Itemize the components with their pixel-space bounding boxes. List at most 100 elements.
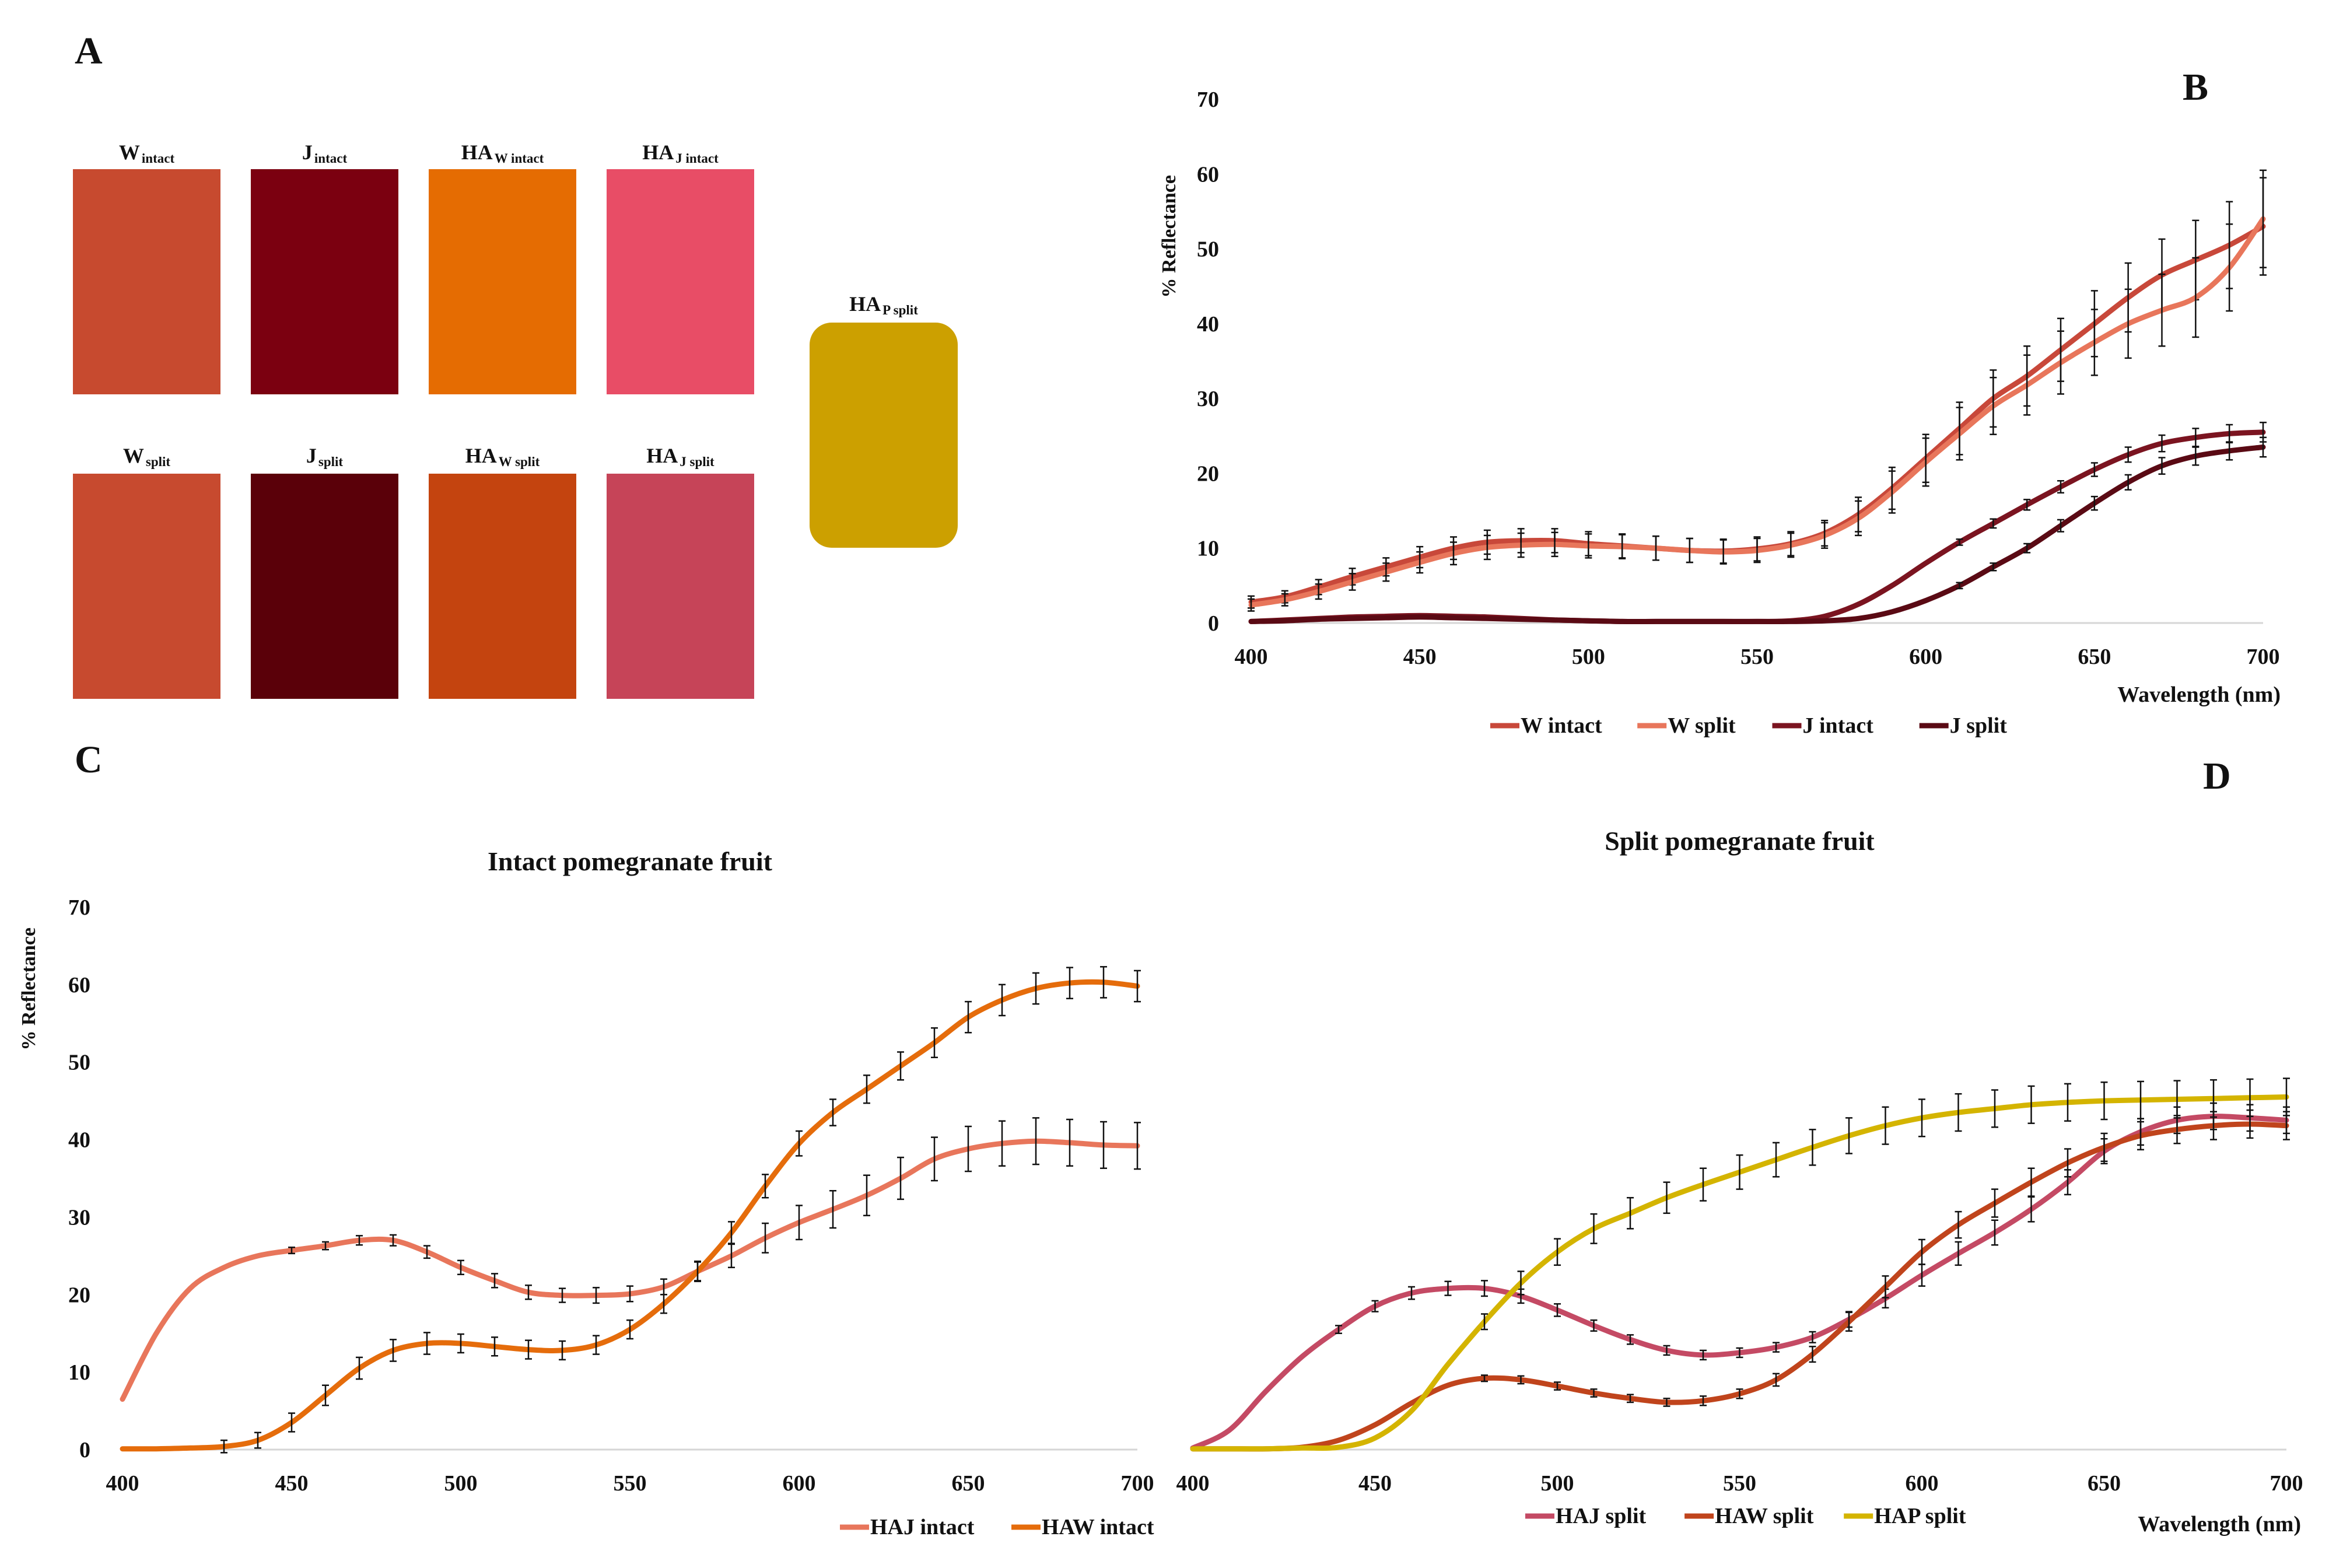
chart-title: Split pomegranate fruit (1605, 826, 1875, 856)
y-tick-label: 0 (1208, 611, 1219, 636)
swatch-label-base: J (302, 141, 313, 164)
series-line (1248, 429, 2266, 624)
series-line (1248, 216, 2266, 608)
legend-item: HAP split (1844, 1504, 1966, 1528)
color-swatch (810, 323, 958, 548)
y-tick-label: 30 (68, 1205, 90, 1230)
swatch-label-subscript: split (318, 454, 344, 469)
x-tick-label: 650 (2088, 1471, 2121, 1496)
legend-item: HAW split (1684, 1504, 1814, 1528)
swatch-label-subscript: W split (498, 454, 540, 469)
legend-item: HAJ split (1525, 1504, 1647, 1528)
y-tick-label: 70 (1197, 88, 1219, 112)
color-swatch (73, 474, 220, 699)
x-tick-label: 500 (444, 1471, 478, 1496)
swatch-label-subscript: W intact (494, 151, 544, 166)
series-hap-split (1190, 1077, 2290, 1452)
x-tick-label: 400 (106, 1471, 139, 1496)
x-axis-label: Wavelength (nm) (2117, 682, 2281, 707)
swatch-label-subscript: J split (680, 454, 715, 469)
x-tick-label: 450 (275, 1471, 309, 1496)
swatch-label-subscript: intact (141, 151, 175, 166)
series-haj-intact (120, 1117, 1141, 1402)
y-tick-label: 70 (68, 895, 90, 920)
y-tick-label: 60 (68, 973, 90, 998)
legend-label: HAW split (1715, 1504, 1814, 1528)
swatch-label-subscript: P split (882, 303, 918, 317)
chart-d: 400 450 500 550 600 650 700 Split pomegranate f… (1176, 826, 2303, 1536)
x-tick-label: 550 (1723, 1471, 1756, 1496)
legend-label: HAJ split (1556, 1504, 1647, 1528)
series-line (1190, 1094, 2289, 1452)
series-haw-split (1190, 1109, 2290, 1452)
y-tick-label: 60 (1197, 162, 1219, 187)
series-line (120, 979, 1140, 1452)
series-line (120, 1138, 1140, 1402)
series-j-split (1248, 436, 2267, 624)
panel-label-b: B (2183, 66, 2209, 108)
legend-item: J intact (1772, 713, 1874, 738)
y-tick-label: 50 (68, 1051, 90, 1075)
swatch-label-base: HA (465, 444, 497, 467)
legend-item: W split (1637, 713, 1736, 738)
y-tick-label: 0 (79, 1438, 90, 1462)
series-w-split (1248, 169, 2267, 612)
swatch-label-base: J (306, 444, 317, 467)
swatch-label-base: HA (849, 292, 881, 316)
color-swatch (251, 169, 398, 394)
chart-b: 400 450 500 550 600 650 700 0 10 20 30 40 50 60 70 % Re… (1158, 88, 2281, 738)
swatch-label-base: HA (461, 141, 493, 164)
legend-label: J intact (1803, 713, 1874, 738)
color-swatch (429, 474, 576, 699)
legend-item: W intact (1490, 713, 1602, 738)
series-line (1248, 444, 2266, 624)
swatch-label-base: W (122, 444, 144, 467)
swatch-label: HA W split (429, 443, 576, 470)
color-swatch (607, 474, 754, 699)
chart-legend: HAJ split HAW split HAP split (1525, 1504, 1966, 1528)
y-tick-label: 20 (1197, 461, 1219, 486)
swatch-label-base: HA (646, 444, 678, 467)
series-j-intact (1248, 421, 2267, 624)
legend-label: W intact (1521, 713, 1602, 738)
legend-item: J split (1919, 713, 2008, 738)
y-tick-label: 50 (1197, 237, 1219, 262)
swatch-label: HA J intact (607, 140, 754, 166)
color-swatch (429, 169, 576, 394)
y-tick-label: 20 (68, 1283, 90, 1307)
series-line (1190, 1121, 2289, 1452)
y-tick-label: 40 (1197, 312, 1219, 337)
swatch-label-base: HA (642, 141, 674, 164)
y-axis-label: % Reflectance (1158, 175, 1180, 298)
legend-item: HAW intact (1011, 1515, 1154, 1539)
chart-legend: HAJ intact HAW intact (840, 1515, 1154, 1539)
y-tick-label: 10 (1197, 537, 1219, 561)
x-tick-label: 450 (1403, 645, 1437, 669)
x-tick-label: 600 (1906, 1471, 1939, 1496)
x-tick-label: 400 (1235, 645, 1268, 669)
x-tick-label: 700 (2270, 1471, 2303, 1496)
panel-label-c: C (75, 738, 103, 781)
chart-legend: W intact W split J intact J split (1490, 713, 2007, 738)
series-haw-intact (120, 966, 1141, 1454)
legend-label: W split (1668, 713, 1736, 738)
x-tick-label: 500 (1541, 1471, 1574, 1496)
swatch-label-subscript: intact (314, 151, 348, 166)
x-tick-label: 650 (2078, 645, 2111, 669)
swatch-label-subscript: J intact (675, 151, 719, 166)
x-tick-label: 700 (2247, 645, 2280, 669)
x-tick-label: 700 (1121, 1471, 1154, 1496)
color-swatch (251, 474, 398, 699)
chart-c: 400 450 500 550 600 650 700 0 10 20 30 40 50 60 70 Inta… (18, 846, 1154, 1539)
x-tick-label: 500 (1572, 645, 1605, 669)
legend-label: J split (1950, 713, 2008, 738)
x-tick-label: 550 (1740, 645, 1774, 669)
legend-label: HAW intact (1042, 1515, 1154, 1539)
x-tick-label: 600 (1909, 645, 1942, 669)
x-tick-label: 650 (952, 1471, 985, 1496)
x-axis-label: Wavelength (nm) (2138, 1512, 2301, 1536)
